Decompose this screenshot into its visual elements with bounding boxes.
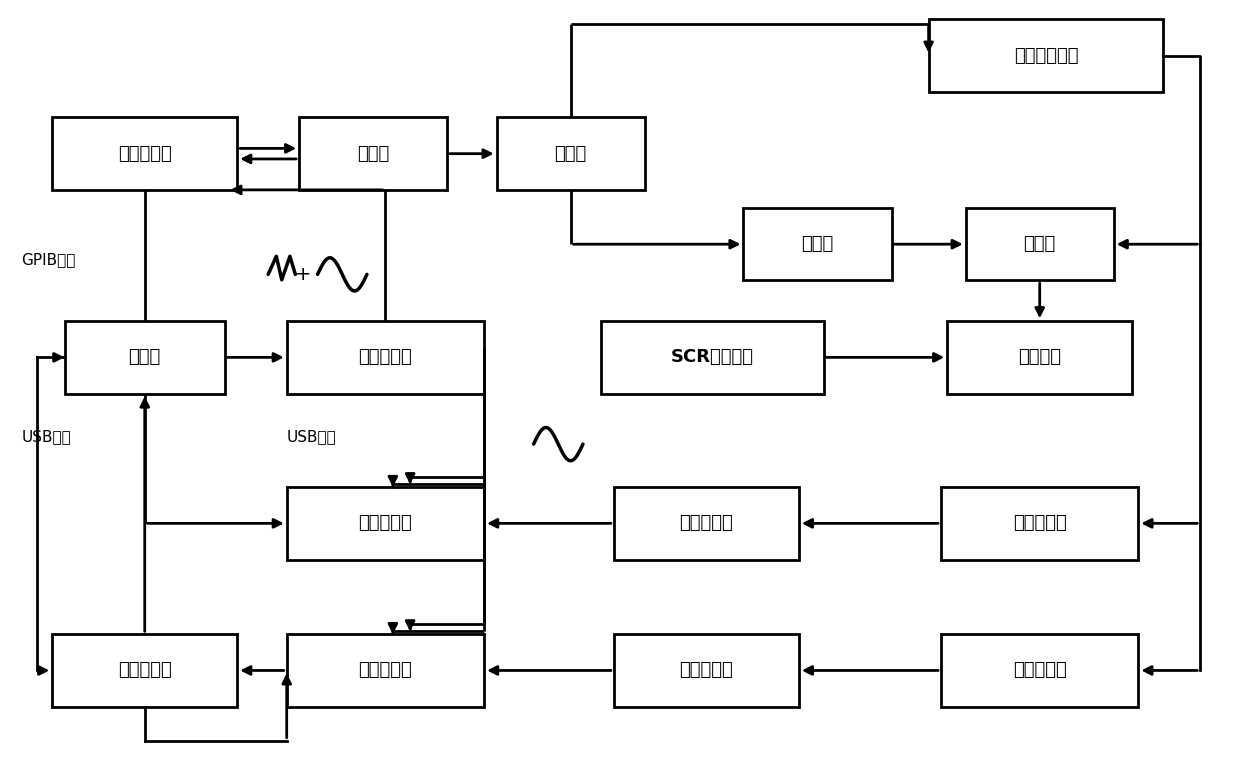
FancyBboxPatch shape	[52, 635, 237, 707]
FancyBboxPatch shape	[496, 118, 645, 190]
Text: 分路器: 分路器	[554, 144, 587, 163]
Text: +: +	[294, 265, 311, 284]
Text: USB接口: USB接口	[21, 429, 71, 444]
Text: 光电探测器: 光电探测器	[1013, 515, 1066, 532]
Text: 锁相放大器: 锁相放大器	[358, 661, 413, 679]
Text: 锁相放大器: 锁相放大器	[358, 515, 413, 532]
Text: 前置放大器: 前置放大器	[680, 515, 733, 532]
Text: 激光驱动器: 激光驱动器	[118, 144, 171, 163]
FancyBboxPatch shape	[966, 208, 1114, 280]
Text: USB接口: USB接口	[286, 429, 336, 444]
Text: 信号发生器: 信号发生器	[358, 348, 413, 366]
Text: 光电探测器: 光电探测器	[1013, 661, 1066, 679]
FancyBboxPatch shape	[614, 635, 799, 707]
Text: 气体池: 气体池	[1023, 235, 1055, 253]
Text: 标准气体模块: 标准气体模块	[1013, 46, 1078, 65]
Text: GPIB接口: GPIB接口	[21, 252, 76, 267]
FancyBboxPatch shape	[601, 321, 823, 394]
FancyBboxPatch shape	[744, 208, 892, 280]
Text: 过滤系统: 过滤系统	[1018, 348, 1061, 366]
FancyBboxPatch shape	[286, 635, 484, 707]
FancyBboxPatch shape	[941, 487, 1138, 559]
FancyBboxPatch shape	[52, 118, 237, 190]
FancyBboxPatch shape	[947, 321, 1132, 394]
Text: 准直器: 准直器	[801, 235, 833, 253]
FancyBboxPatch shape	[614, 487, 799, 559]
FancyBboxPatch shape	[286, 487, 484, 559]
Text: 激光器: 激光器	[357, 144, 389, 163]
FancyBboxPatch shape	[299, 118, 448, 190]
Text: 前置放大器: 前置放大器	[680, 661, 733, 679]
FancyBboxPatch shape	[929, 19, 1163, 92]
Text: SCR净化系统: SCR净化系统	[671, 348, 754, 366]
FancyBboxPatch shape	[941, 635, 1138, 707]
FancyBboxPatch shape	[64, 321, 224, 394]
FancyBboxPatch shape	[286, 321, 484, 394]
Text: 上位机: 上位机	[129, 348, 161, 366]
Text: 数据采集卡: 数据采集卡	[118, 661, 171, 679]
